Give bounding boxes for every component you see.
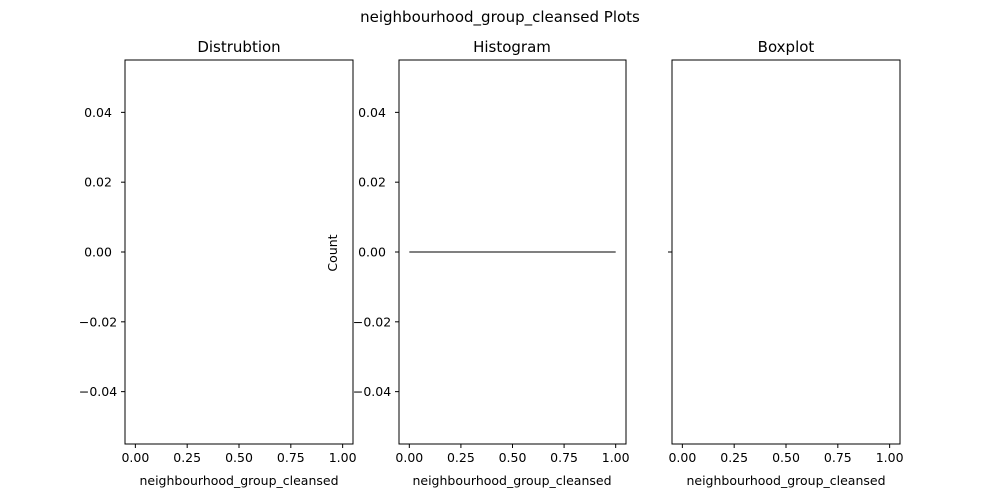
- x-tick-label: 0.00: [121, 450, 149, 465]
- x-tick-label: 1.00: [602, 450, 630, 465]
- y-tick-label: −0.02: [353, 314, 391, 329]
- y-tick-label: −0.04: [79, 384, 117, 399]
- plot-frame-boxplot: [671, 59, 901, 445]
- x-tick-label: 0.50: [225, 450, 253, 465]
- y-tick-label: 0.02: [358, 175, 386, 190]
- plot-frame-histogram: [398, 59, 627, 445]
- x-tick-label: 1.00: [329, 450, 357, 465]
- panel-distribution: Distrubtion 0.00 0.25 0.50 0.75 1.00 0.04 0.02…: [79, 38, 357, 488]
- x-tick-label: 0.25: [720, 450, 748, 465]
- x-tick-label: 0.50: [772, 450, 800, 465]
- x-axis-label-distribution: neighbourhood_group_cleansed: [139, 473, 338, 488]
- x-tick-label: 0.75: [277, 450, 305, 465]
- panel-histogram: Histogram 0.00 0.25 0.50 0.75 1.000.040.020.…: [325, 38, 630, 488]
- x-tick-label: 0.75: [550, 450, 578, 465]
- x-tick-label: 1.00: [876, 450, 904, 465]
- x-tick-label: 0.25: [447, 450, 475, 465]
- panel-title-distribution: Distrubtion: [197, 38, 280, 56]
- x-tick-label: 0.50: [499, 450, 527, 465]
- ticks-boxplot: 0.00 0.25 0.50 0.75 1.00: [668, 251, 904, 465]
- y-tick-label: −0.02: [79, 314, 117, 329]
- panel-title-histogram: Histogram: [473, 38, 551, 56]
- y-axis-label-histogram: Count: [325, 234, 340, 271]
- x-tick-label: 0.00: [668, 450, 696, 465]
- y-tick-label: 0.02: [84, 175, 112, 190]
- ticks-distribution: 0.00 0.25 0.50 0.75 1.00 0.04 0.02 0.00 −0.02 −0.…: [79, 105, 357, 465]
- y-tick-label: −0.04: [353, 384, 391, 399]
- x-tick-label: 0.75: [824, 450, 852, 465]
- y-tick-label: 0.00: [84, 245, 112, 260]
- x-tick-label: 0.25: [173, 450, 201, 465]
- x-tick-label: 0.00: [395, 450, 423, 465]
- figure-suptitle: neighbourhood_group_cleansed Plots: [360, 8, 640, 27]
- y-tick-label: 0.04: [84, 105, 112, 120]
- plot-frame-distribution: [124, 59, 354, 445]
- x-axis-label-boxplot: neighbourhood_group_cleansed: [686, 473, 885, 488]
- x-axis-label-histogram: neighbourhood_group_cleansed: [412, 473, 611, 488]
- y-tick-label: 0.00: [358, 245, 386, 260]
- y-tick-label: 0.04: [358, 105, 386, 120]
- panel-title-boxplot: Boxplot: [758, 38, 815, 56]
- ticks-histogram: 0.00 0.25 0.50 0.75 1.00 0.04 0.02 0.00 −0.02 −0.…: [353, 105, 630, 465]
- panel-boxplot: Boxplot 0.00 0.25 0.50 0.75 1.00 neighbourho…: [668, 38, 904, 488]
